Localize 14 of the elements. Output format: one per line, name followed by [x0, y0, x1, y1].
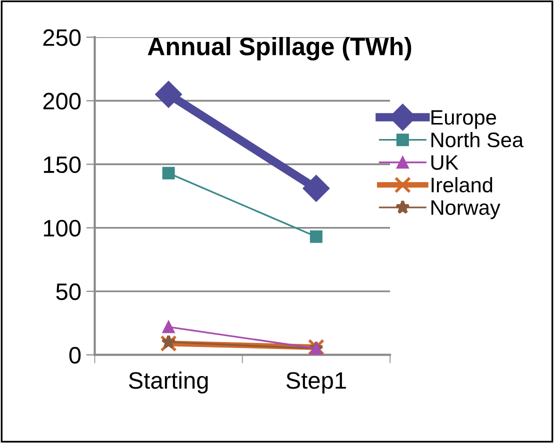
y-tick-label: 150	[44, 156, 81, 174]
x-tick-label: Step1	[286, 372, 346, 394]
legend-label: Europe	[431, 110, 496, 129]
y-tick-label: 0	[69, 346, 81, 364]
y-tick-label: 100	[44, 220, 81, 237]
y-tick-label: 50	[56, 283, 81, 300]
chart-title: Annual Spillage (TWh)	[148, 37, 412, 60]
legend-label: UK	[431, 155, 458, 170]
legend-label: North Sea	[431, 132, 524, 148]
legend-label: Norway	[431, 200, 500, 220]
y-tick-label: 200	[43, 92, 81, 110]
y-tick-label: 250	[43, 29, 81, 46]
legend-label: Ireland	[432, 177, 492, 192]
x-tick-label: Starting	[128, 372, 208, 394]
